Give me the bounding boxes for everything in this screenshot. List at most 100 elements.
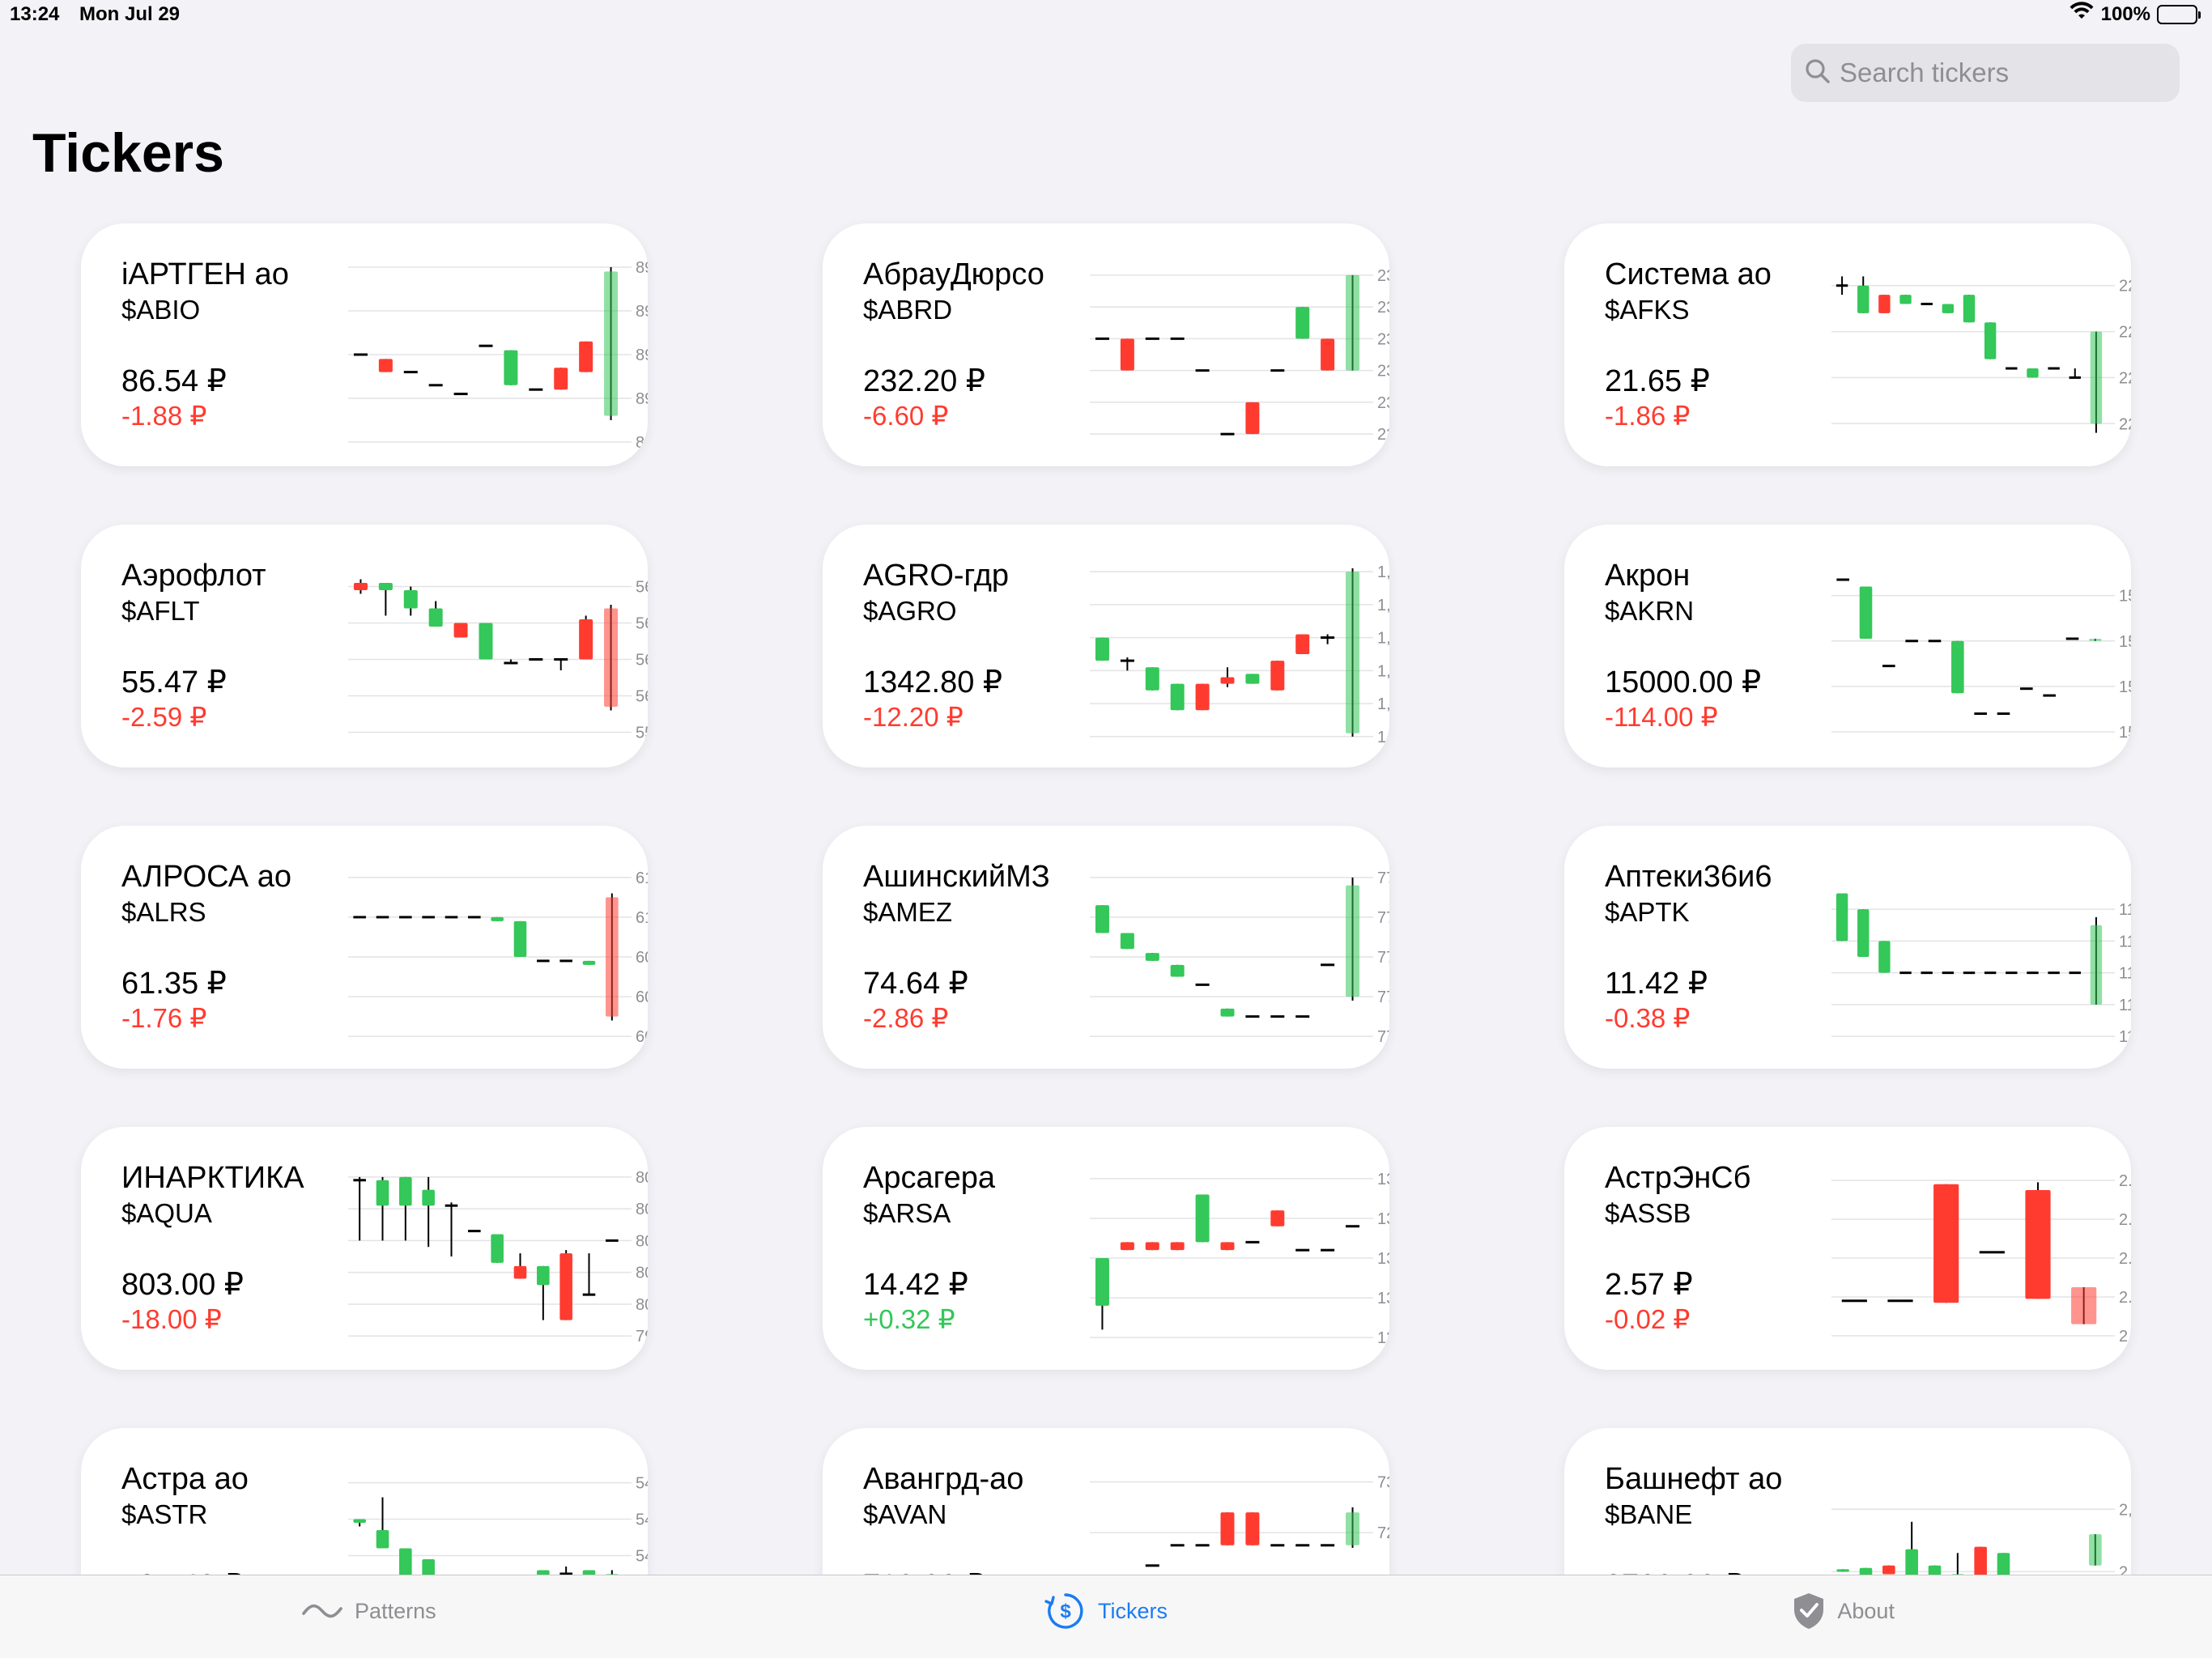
y-tick-label: 1,320 bbox=[1377, 695, 1389, 713]
candle-body bbox=[1859, 586, 1873, 639]
candlestick-chart: 804 803 802 801 800 799 bbox=[348, 1169, 648, 1346]
ticker-card[interactable]: Башнефт ао$BANE2700.00 ₽-41.00 ₽2,7052,7… bbox=[1564, 1428, 2131, 1575]
candle-body bbox=[1887, 1299, 1913, 1303]
candle-body bbox=[1997, 712, 2010, 716]
candle-body bbox=[445, 1204, 458, 1207]
candle-body bbox=[1295, 1248, 1310, 1252]
candle-body bbox=[1095, 905, 1109, 933]
candle bbox=[2090, 916, 2103, 1005]
candle-body bbox=[1963, 971, 1976, 975]
ticker-card[interactable]: Астра ао$ASTR585.40 ₽-9.60 ₽542541540539 bbox=[81, 1428, 648, 1575]
candle bbox=[2043, 694, 2056, 697]
candle-body bbox=[554, 658, 568, 661]
candle-body bbox=[1120, 338, 1134, 371]
candle bbox=[582, 1570, 596, 1575]
candle bbox=[2048, 971, 2060, 975]
ticker-symbol: $ASTR bbox=[121, 1499, 208, 1529]
candle-body bbox=[376, 1530, 389, 1549]
candle bbox=[1145, 1242, 1159, 1251]
y-tick-label: 77.4 bbox=[1377, 949, 1389, 967]
candle bbox=[1974, 1546, 1987, 1575]
candle-body bbox=[422, 1189, 435, 1206]
candle bbox=[504, 350, 518, 385]
y-tick-label: 2.54 bbox=[2119, 1250, 2131, 1268]
candlestick-chart: 2.58 2.56 2.54 2.52 2.50 bbox=[1831, 1172, 2131, 1346]
y-tick-label: 2.50 bbox=[2119, 1328, 2131, 1346]
tab-tickers[interactable]: $ Tickers bbox=[738, 1575, 1475, 1658]
y-tick-label: 2.56 bbox=[2119, 1211, 2131, 1229]
ticker-card[interactable]: АбрауДюрсо $ABRD 232.20 ₽-6.60 ₽ 239.0 238.8… bbox=[823, 223, 1389, 466]
candle-body bbox=[579, 619, 593, 660]
candle-body bbox=[606, 1574, 619, 1575]
candle-body bbox=[1859, 1567, 1873, 1575]
y-tick-label: 60.9 bbox=[636, 949, 648, 967]
candle bbox=[1245, 1240, 1260, 1244]
candle-body bbox=[422, 1559, 435, 1575]
y-tick-label: 238.8 bbox=[1377, 299, 1389, 317]
current-price: 232.20 ₽ bbox=[863, 364, 985, 398]
candle-body bbox=[1951, 640, 1964, 694]
search-input[interactable] bbox=[1840, 57, 2180, 88]
candlestick-chart: 15,240 15,220 15,200 15,180 bbox=[1831, 578, 2131, 742]
candle bbox=[1195, 1194, 1210, 1243]
tab-patterns[interactable]: Patterns bbox=[0, 1575, 738, 1658]
candle bbox=[529, 658, 543, 661]
candle-body bbox=[1321, 636, 1335, 640]
y-tick-label: 1,319 bbox=[1377, 729, 1389, 746]
candle-body bbox=[1928, 640, 1942, 643]
ticker-card[interactable]: AGRO-гдр$AGRO 1342.80 ₽-12.20 ₽ 1,324 1,323… bbox=[823, 525, 1389, 767]
candle-body bbox=[453, 393, 468, 396]
candle bbox=[2069, 971, 2081, 975]
candle bbox=[1195, 369, 1210, 372]
company-name: iАРТГЕН ао bbox=[121, 257, 289, 291]
candle bbox=[1295, 1015, 1310, 1018]
candle-body bbox=[453, 623, 468, 638]
candle bbox=[1120, 1242, 1134, 1251]
candle bbox=[353, 916, 366, 919]
company-name: Астра ао bbox=[121, 1462, 249, 1496]
candle bbox=[604, 267, 619, 420]
candle bbox=[1220, 432, 1235, 436]
price-change: -1.88 ₽ bbox=[121, 401, 207, 431]
ticker-card[interactable]: Акрон$AKRN 15000.00 ₽-114.00 ₽ 15,240 15,22… bbox=[1564, 525, 2131, 767]
candle bbox=[468, 916, 481, 919]
candle-body bbox=[2020, 687, 2033, 691]
company-name: АбрауДюрсо bbox=[863, 257, 1044, 291]
candle bbox=[1905, 1521, 1918, 1575]
candlestick-chart: 61.1 61.0 60.9 60.8 60.7 bbox=[348, 869, 648, 1046]
ticker-card[interactable]: Авангрд-ао$AVAN710.00 ₽-30.00 ₽730728726… bbox=[823, 1428, 1389, 1575]
company-name: АшинскийМЗ bbox=[863, 860, 1050, 894]
candle-body bbox=[353, 353, 368, 356]
candlestick-chart: 542541540539 bbox=[348, 1475, 648, 1575]
ticker-card[interactable]: АЛРОСА ао$ALRS 61.35 ₽-1.76 ₽ 61.1 61.0 60.9… bbox=[81, 826, 648, 1069]
candle-body bbox=[1145, 1564, 1159, 1567]
y-tick-label: 22.15 bbox=[2119, 278, 2131, 295]
ticker-symbol: $AKRN bbox=[1605, 596, 1695, 626]
candle-body bbox=[428, 608, 443, 627]
candle-body bbox=[491, 916, 504, 921]
search-bar[interactable] bbox=[1791, 44, 2180, 102]
candle-body bbox=[604, 608, 619, 707]
candle bbox=[2006, 367, 2018, 370]
candle-body bbox=[399, 1548, 412, 1575]
shield-check-icon bbox=[1792, 1592, 1826, 1630]
status-time: 13:24 bbox=[10, 3, 60, 25]
y-tick-label: 799 bbox=[636, 1328, 648, 1346]
candlestick-chart: 1,324 1,323 1,322 1,321 1,320 1,319 bbox=[1090, 563, 1389, 746]
candle-body bbox=[1321, 338, 1335, 371]
candle bbox=[606, 1570, 619, 1575]
candle bbox=[491, 1234, 504, 1263]
y-tick-label: 15,200 bbox=[2119, 678, 2131, 696]
candle bbox=[2025, 1182, 2051, 1299]
candle-body bbox=[1836, 893, 1848, 942]
tab-about[interactable]: About bbox=[1474, 1575, 2212, 1658]
candle bbox=[1321, 1248, 1335, 1252]
